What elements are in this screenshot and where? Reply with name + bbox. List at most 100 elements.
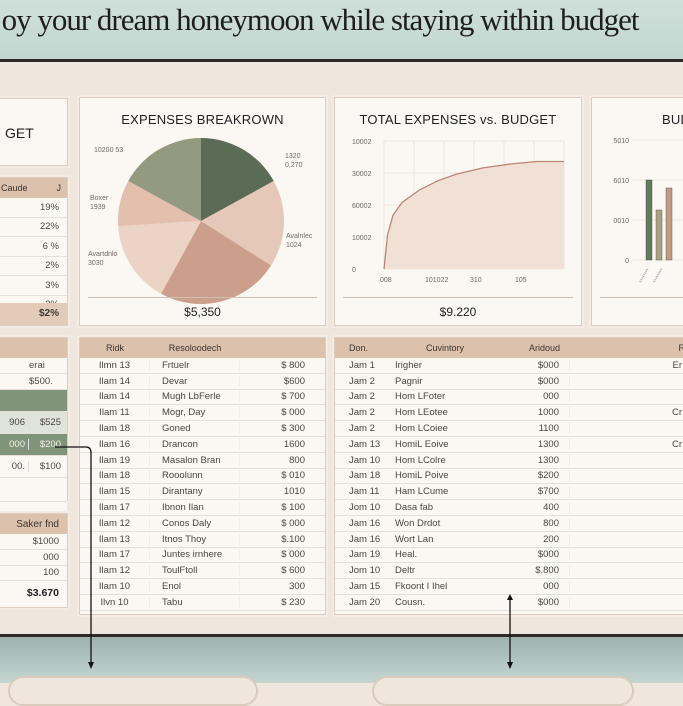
cell: 00. bbox=[0, 461, 29, 472]
cell: Ilam 10 bbox=[80, 581, 150, 593]
pie-slice bbox=[118, 181, 201, 227]
table-row[interactable]: Jam 16 Won Drdot 800 bbox=[335, 516, 683, 532]
cell: Jam 11 bbox=[349, 486, 380, 498]
cell: $200 bbox=[495, 470, 570, 482]
table-row[interactable]: Ilam 17 Ibnon Ilan $ 100 bbox=[80, 500, 325, 516]
cell: Heal. bbox=[395, 549, 418, 561]
cell: Ilam 12 bbox=[80, 517, 150, 529]
table-row: $1000 bbox=[0, 534, 67, 550]
table-row[interactable]: Ilam 14 Devar $600 bbox=[80, 374, 325, 390]
table-row[interactable]: Jam 2 Pagnir $000 bbox=[335, 374, 683, 390]
cell: Jam 13 bbox=[349, 438, 381, 450]
table-row[interactable]: Ilam 18 Goned $ 300 bbox=[80, 421, 325, 437]
cell: $ 230 bbox=[281, 596, 305, 608]
cell: 000 bbox=[0, 439, 29, 450]
bar-chart: 5010 6010 0010 0 bbox=[613, 138, 683, 283]
cell: Fkoont I Ihel bbox=[395, 581, 448, 593]
table-row[interactable]: Ilam 12 ToulFtoll $ 600 bbox=[80, 563, 325, 580]
savings-total: $3.670 bbox=[26, 587, 59, 600]
bar bbox=[645, 179, 653, 261]
table-row: 22% bbox=[0, 218, 67, 237]
table-row[interactable]: Ilam 15 Dirantany 1010 bbox=[80, 484, 325, 501]
cell: Won Drdot bbox=[395, 517, 441, 529]
y-tick-label: 0 bbox=[352, 267, 356, 274]
amount-cell: 100 bbox=[43, 567, 59, 579]
table-row: 000 bbox=[0, 550, 67, 566]
table-row bbox=[0, 478, 67, 502]
category-log-table: Don. Cuvintory Aridoud Ru Jam 1 Irigher $000 Er… bbox=[334, 337, 683, 615]
cell: Dirantany bbox=[150, 486, 240, 498]
table-row[interactable]: Ilam 14 Mugh LbFerle $ 700 bbox=[80, 390, 325, 406]
col-header: Resoloodech bbox=[168, 343, 222, 353]
table-row[interactable]: Jam 2 Hom LCoiee 1100 bbox=[335, 421, 683, 437]
cell: $ 100 bbox=[281, 502, 305, 514]
table-row[interactable]: Jam 18 HomiL Poive $200 bbox=[335, 469, 683, 485]
cell: $000 bbox=[495, 549, 570, 561]
area-line bbox=[383, 160, 564, 270]
table-row[interactable]: Jam 2 Hom LEotee 1000 Cr bbox=[335, 405, 683, 422]
cell: $ 000 bbox=[281, 407, 305, 419]
x-tick-label bbox=[639, 267, 649, 283]
cell: $100 bbox=[39, 461, 61, 472]
table-row[interactable]: Jom 10 Deltr $.800 bbox=[335, 563, 683, 580]
bar bbox=[665, 187, 673, 261]
cell: Hom LCoiee bbox=[395, 423, 448, 435]
banner-title: joy your dream honeymoon while staying w… bbox=[0, 2, 640, 37]
table-row[interactable]: Jam 2 Hom LFoter 000 bbox=[335, 390, 683, 406]
pie-slice bbox=[118, 221, 201, 294]
pie-label: Boxer 1939 bbox=[90, 195, 109, 211]
cell: Jam 20 bbox=[349, 596, 381, 608]
table-row[interactable]: Jam 10 Hom LColre 1300 bbox=[335, 453, 683, 469]
pie-slice bbox=[161, 221, 272, 304]
x-tick-label bbox=[653, 267, 663, 283]
table-row bbox=[0, 390, 67, 412]
bottom-card-right[interactable] bbox=[372, 676, 634, 706]
savings-table: Saker fnd $1000 000 100 $3.670 bbox=[0, 513, 68, 608]
y-tick-label: 60002 bbox=[352, 203, 372, 210]
table-row[interactable]: Ilvn 10 Tabu $ 230 bbox=[80, 595, 325, 611]
col-header: Cuvintory bbox=[425, 343, 464, 353]
cell: $500. bbox=[29, 376, 53, 387]
table-row[interactable]: Ilam 17 Juntes irnhere $ 000 bbox=[80, 548, 325, 564]
table-row[interactable]: Jam 13 HomiL Eoive 1300 Cr bbox=[335, 437, 683, 453]
area-total: $9.220 bbox=[343, 297, 573, 319]
table-row[interactable]: Jam 16 Wort Lan 200 bbox=[335, 532, 683, 548]
cell: Jam 2 bbox=[349, 423, 375, 435]
cell: Ilam 14 bbox=[80, 391, 150, 403]
table-row[interactable]: Ilmn 13 Frtuelr $ 800 bbox=[80, 358, 325, 374]
y-tick-label: 30002 bbox=[352, 171, 372, 178]
y-tick-label: 0 bbox=[625, 258, 629, 265]
table-row[interactable]: Jam 1 Irigher $000 Er bbox=[335, 358, 683, 374]
cell: $ 000 bbox=[281, 549, 305, 561]
cell: $ 000 bbox=[281, 517, 305, 529]
cell: Hom LColre bbox=[395, 454, 446, 466]
cell: Ilam 16 bbox=[80, 438, 150, 450]
percent-cell: 19% bbox=[39, 201, 59, 213]
bottom-card-left[interactable] bbox=[8, 676, 258, 706]
table-row[interactable]: Ilam 11 Mogr, Day $ 000 bbox=[80, 405, 325, 422]
pie-slice bbox=[201, 138, 274, 221]
cell: Rooolunn bbox=[150, 470, 240, 482]
table-row[interactable]: Ilam 10 Enol 300 bbox=[80, 579, 325, 595]
table-row[interactable]: Ilam 12 Conos Daly $ 000 bbox=[80, 516, 325, 532]
cell: Drancon bbox=[150, 438, 240, 450]
table-row[interactable]: Jam 15 Fkoont I Ihel 000 bbox=[335, 579, 683, 595]
pie-label: Avartdnlo 3030 bbox=[88, 251, 118, 267]
table-row[interactable]: Jom 10 Dasa fab 400 bbox=[335, 500, 683, 516]
table-row: 000 $200 bbox=[0, 434, 67, 456]
pie-label: Avalnlec 1024 bbox=[286, 233, 313, 249]
cell: Ilam 18 bbox=[80, 470, 150, 482]
cell: erai bbox=[29, 360, 45, 371]
cell: 000 bbox=[495, 581, 570, 593]
table-row[interactable]: Ilam 18 Rooolunn $ 010 bbox=[80, 469, 325, 485]
table-row[interactable]: Ilam 19 Masalon Bran 800 bbox=[80, 453, 325, 469]
y-tick-label: 5010 bbox=[613, 138, 629, 145]
budget-heading: GET bbox=[5, 125, 34, 141]
table-row[interactable]: Ilam 16 Drancon 1600 bbox=[80, 437, 325, 453]
table-row[interactable]: Jam 11 Ham LCume $700 bbox=[335, 484, 683, 501]
table-row[interactable]: Jam 20 Cousn. $000 bbox=[335, 595, 683, 611]
table-row[interactable]: Ilam 13 Itnos Thoy $.100 bbox=[80, 532, 325, 548]
cell: Hom LFoter bbox=[395, 391, 446, 403]
table-row[interactable]: Jam 19 Heal. $000 bbox=[335, 548, 683, 564]
pie-label: 10200 53 bbox=[94, 147, 124, 154]
